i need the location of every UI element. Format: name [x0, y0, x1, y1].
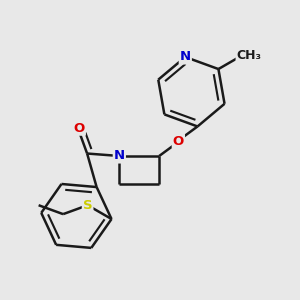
Text: CH₃: CH₃ — [237, 49, 262, 62]
Text: N: N — [180, 50, 191, 64]
Text: O: O — [173, 135, 184, 148]
Text: O: O — [74, 122, 85, 135]
Text: N: N — [114, 149, 125, 163]
Text: S: S — [83, 199, 92, 212]
